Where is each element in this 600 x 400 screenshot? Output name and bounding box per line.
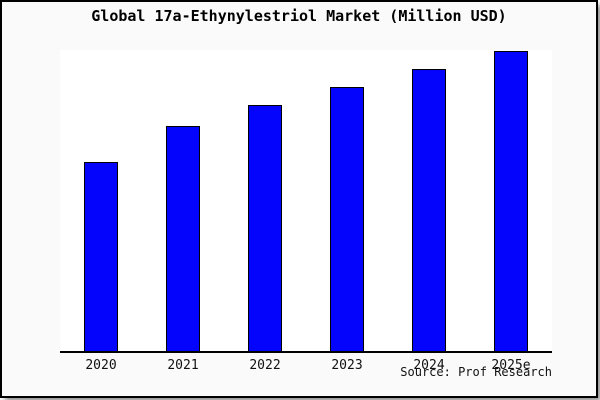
x-tick-label-2024: 2024 — [413, 358, 445, 373]
bar-2025e — [494, 51, 528, 351]
x-axis-labels: 2020 2021 2022 2023 2024 2025e — [60, 358, 552, 376]
bar-2022 — [248, 105, 282, 351]
bar-2023 — [330, 87, 364, 351]
x-tick-label-2025e: 2025e — [491, 358, 531, 373]
x-tick-label-2023: 2023 — [331, 358, 363, 373]
x-tick-label-2022: 2022 — [249, 358, 281, 373]
x-tick-label-2021: 2021 — [167, 358, 199, 373]
source-label: Source: Prof Research — [400, 365, 552, 379]
bar-2020 — [84, 162, 118, 351]
plot-area — [60, 50, 552, 353]
bar-2021 — [166, 126, 200, 351]
bar-2024 — [412, 69, 446, 351]
x-tick-label-2020: 2020 — [85, 358, 117, 373]
chart-title: Global 17a-Ethynylestriol Market (Millio… — [91, 7, 507, 25]
